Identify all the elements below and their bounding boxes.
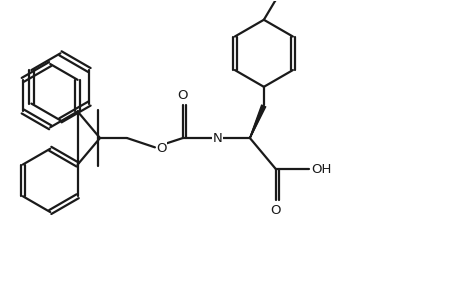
Text: N: N: [212, 132, 222, 144]
Text: O: O: [157, 142, 167, 155]
Text: O: O: [271, 204, 281, 217]
Text: OH: OH: [311, 163, 331, 176]
Text: O: O: [178, 89, 188, 102]
